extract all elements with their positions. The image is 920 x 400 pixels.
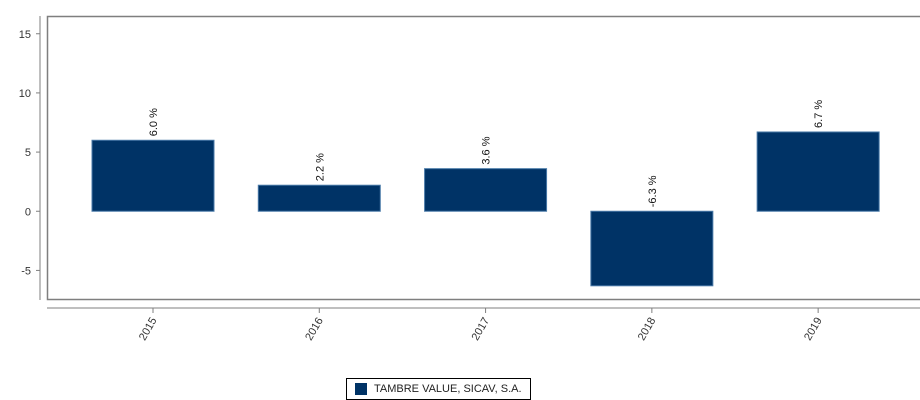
bar-2016	[257, 184, 381, 212]
data-labels: 6.0 % 2.2 % 3.6 % -6.3 % 6.7 %	[148, 100, 825, 208]
data-label-2015: 6.0 %	[148, 108, 160, 136]
legend-swatch	[355, 383, 367, 395]
y-axis-ticks: 15 10 5 0 -5	[19, 29, 40, 277]
legend: TAMBRE VALUE, SICAV, S.A.	[346, 378, 531, 400]
bar-series	[91, 131, 880, 287]
bar-2015	[91, 139, 215, 212]
legend-label: TAMBRE VALUE, SICAV, S.A.	[374, 383, 522, 395]
x-tick-label-2015: 2015	[137, 316, 160, 343]
x-tick-label-2018: 2018	[636, 316, 659, 343]
bar-2019	[756, 131, 880, 212]
x-tick-label-2016: 2016	[303, 316, 326, 343]
data-label-2017: 3.6 %	[481, 136, 493, 164]
bar-2017	[424, 168, 548, 212]
y-tick-label: 5	[25, 147, 31, 159]
x-tick-label-2017: 2017	[470, 315, 493, 342]
y-tick-label: 15	[19, 29, 31, 41]
x-axis-ticks: 2015 2016 2017 2018 2019	[137, 308, 825, 343]
plot-area-frame	[46, 15, 920, 301]
data-label-2019: 6.7 %	[813, 100, 825, 128]
bar-2018	[590, 210, 714, 287]
data-label-2016: 2.2 %	[314, 153, 326, 181]
data-label-2018: -6.3 %	[647, 175, 659, 207]
x-tick-label-2019: 2019	[802, 316, 825, 343]
y-tick-label: -5	[21, 265, 31, 277]
y-tick-label: 0	[25, 206, 31, 218]
y-tick-label: 10	[19, 88, 31, 100]
